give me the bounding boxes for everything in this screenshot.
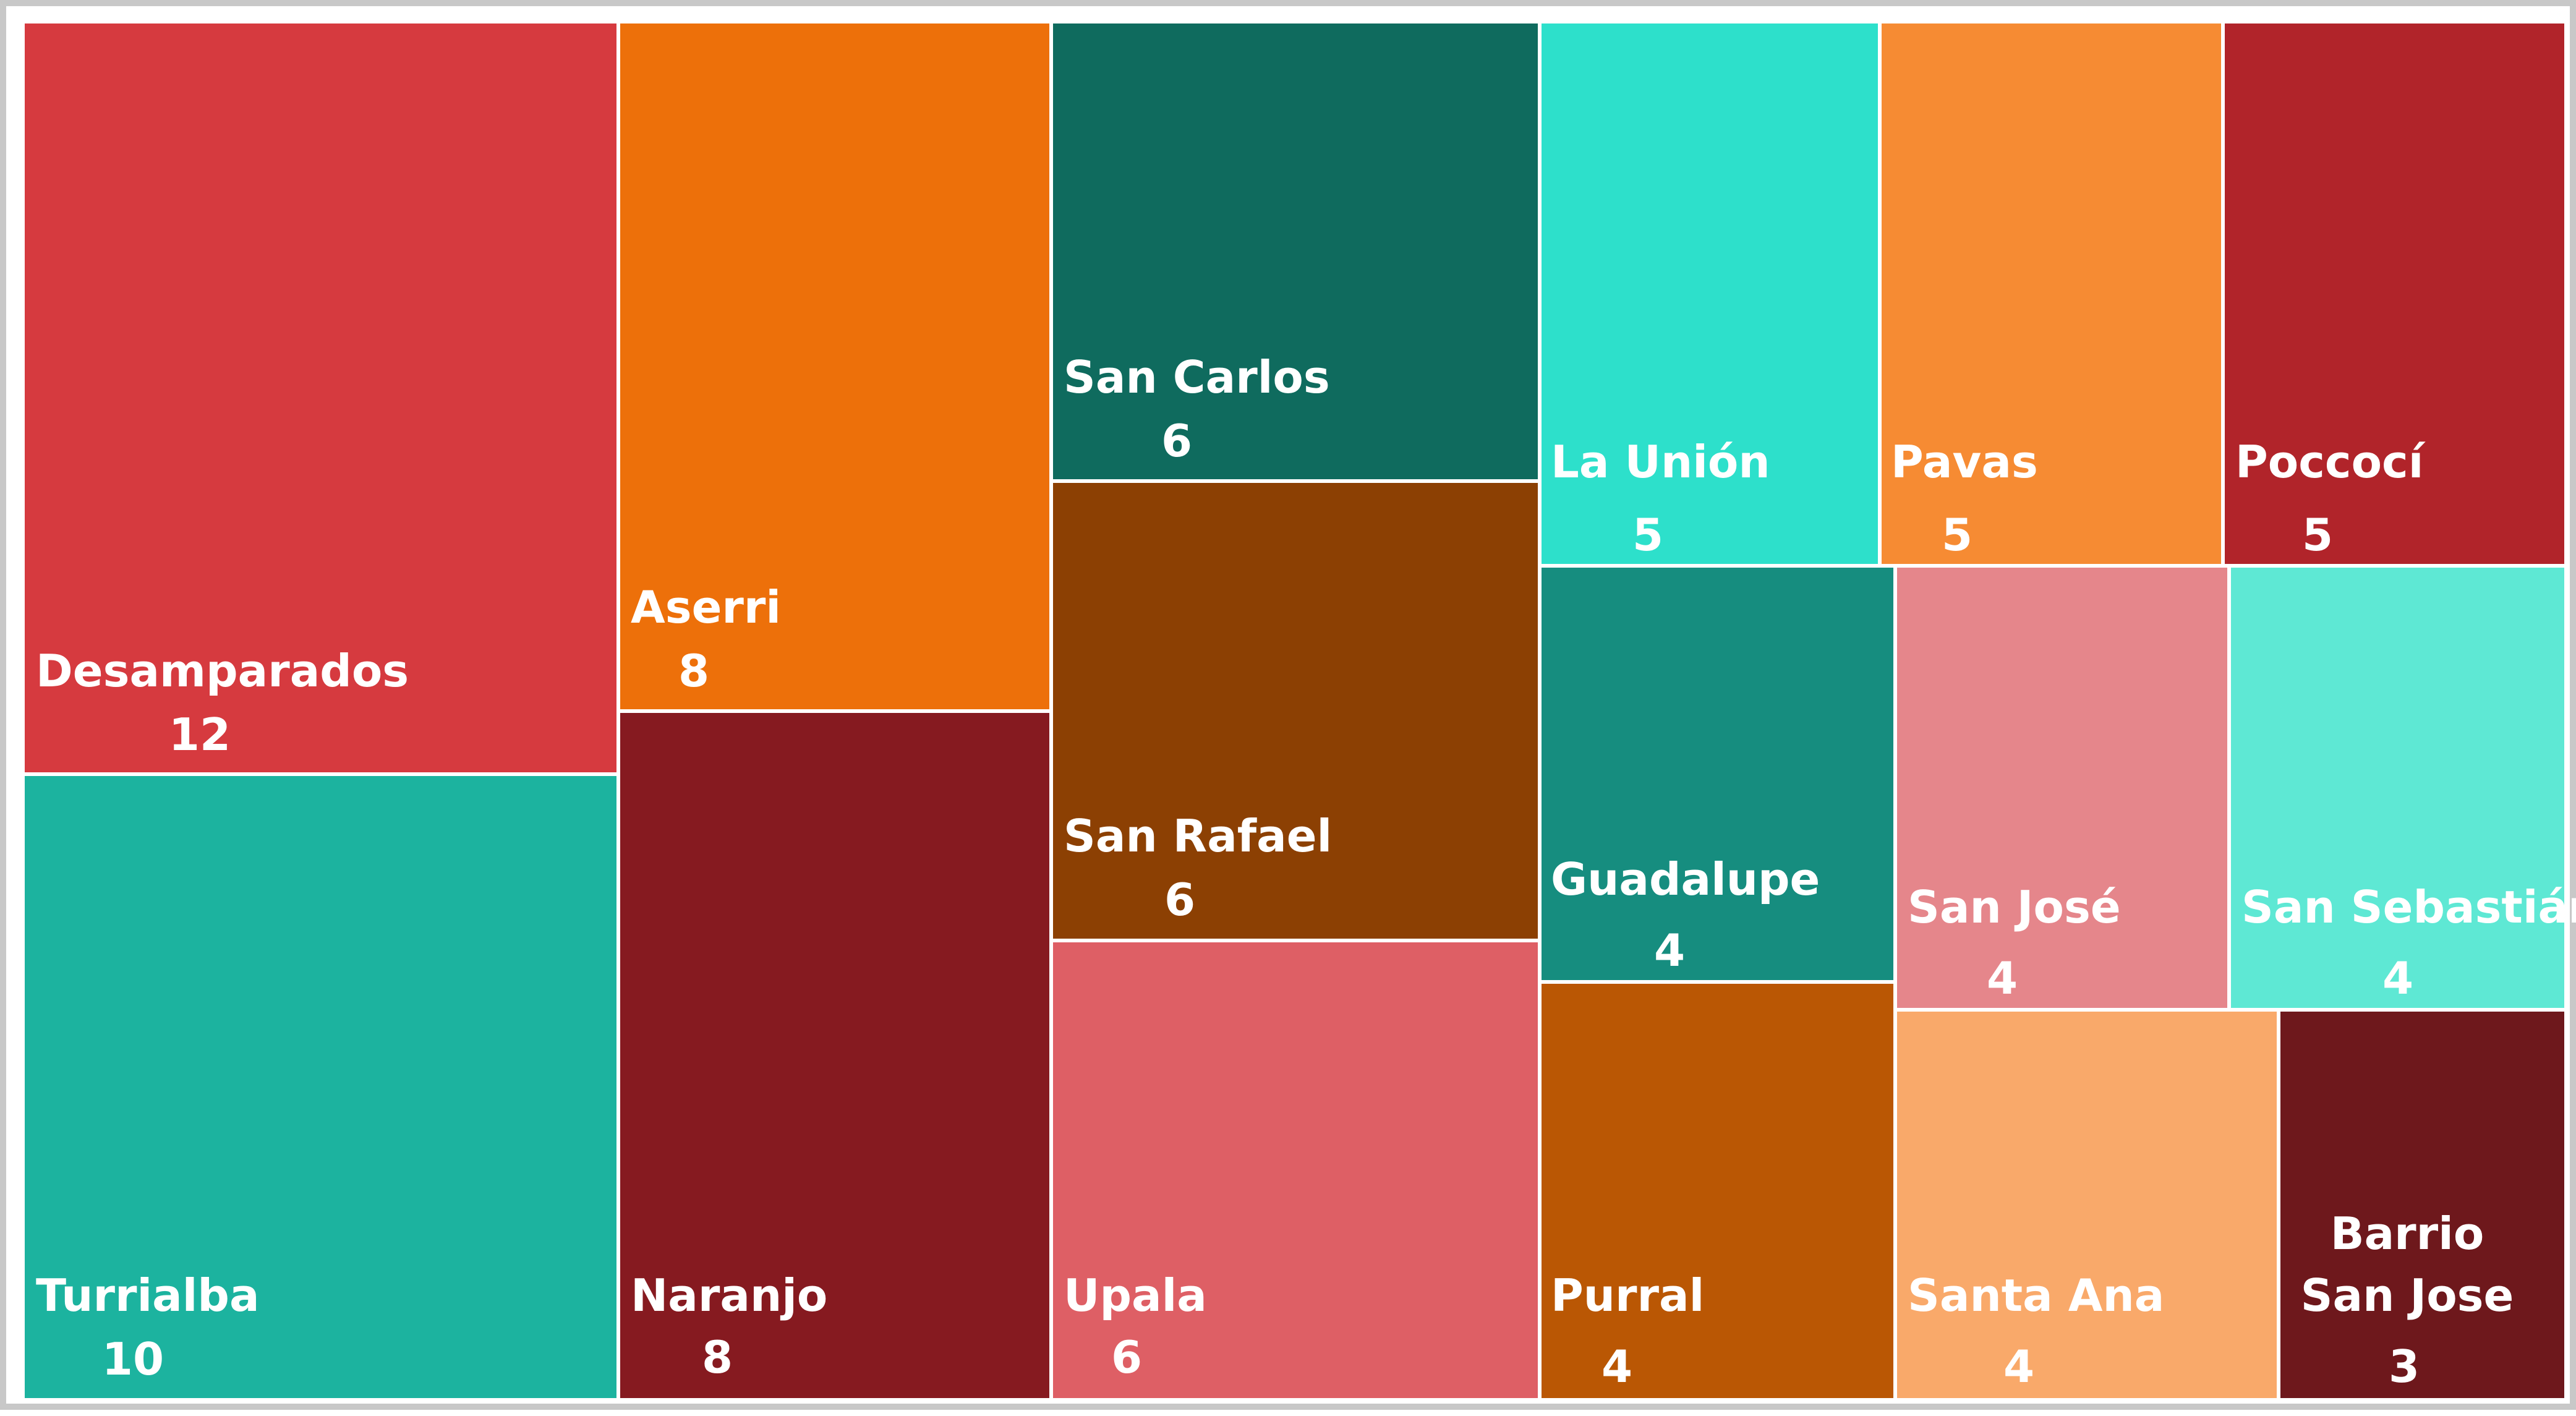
treemap-value: 4	[1653, 924, 1686, 976]
treemap-tile-san-jose	[1895, 566, 2229, 1010]
treemap-value: 4	[1986, 952, 2018, 1004]
treemap-label: Aserri	[631, 581, 782, 633]
treemap-label: Pavas	[1891, 436, 2038, 488]
treemap-tile-pavas	[1880, 22, 2223, 566]
treemap-value: 4	[2382, 952, 2414, 1004]
treemap-plot: Desamparados 12 Turrialba 10 Aserri 8 Naranjo 8…	[6, 6, 2576, 1416]
treemap-tile-upala	[1051, 940, 1540, 1400]
treemap-label: San Carlos	[1064, 351, 1330, 403]
treemap-label: Poccocí	[2235, 436, 2424, 488]
treemap-tile-aserri	[618, 22, 1051, 711]
treemap-tile-purral	[1540, 982, 1895, 1400]
treemap-value: 4	[2003, 1341, 2035, 1393]
treemap-value: 10	[101, 1333, 164, 1385]
treemap-value: 5	[1632, 509, 1664, 561]
treemap-value: 12	[168, 709, 231, 761]
treemap-label: Santa Ana	[1908, 1269, 2165, 1321]
treemap-label: La Unión	[1551, 436, 1770, 488]
treemap-tile-naranjo	[618, 711, 1051, 1400]
treemap-value: 6	[1161, 415, 1193, 467]
treemap-value: 6	[1111, 1331, 1143, 1383]
treemap-tile-san-rafael	[1051, 481, 1540, 940]
treemap-label: San José	[1908, 881, 2121, 933]
treemap-label: Purral	[1551, 1269, 1705, 1321]
treemap-label: Desamparados	[36, 645, 409, 697]
treemap-tile-poccoci	[2223, 22, 2566, 566]
treemap-tile-san-carlos	[1051, 22, 1540, 481]
treemap-tile-guadalupe	[1540, 566, 1895, 982]
treemap-value: 5	[1941, 509, 1973, 561]
treemap-value: 4	[1601, 1341, 1633, 1393]
treemap-tile-san-sebastian	[2229, 566, 2566, 1010]
treemap-value: 3	[2388, 1341, 2420, 1393]
treemap-label: Naranjo	[631, 1269, 828, 1321]
treemap-label: Upala	[1064, 1269, 1207, 1321]
treemap-label: Barrio San Jose	[2300, 1208, 2514, 1321]
treemap-tile-la-union	[1540, 22, 1880, 566]
treemap-label: San Sebastián	[2241, 881, 2576, 933]
treemap-tile-santa-ana	[1895, 1010, 2279, 1400]
treemap-value: 8	[678, 645, 710, 697]
treemap-value: 8	[701, 1331, 733, 1383]
treemap-label: Turrialba	[36, 1269, 260, 1321]
treemap-label: Guadalupe	[1551, 853, 1820, 905]
treemap-tile-turrialba	[23, 774, 618, 1400]
treemap-tile-desamparados	[23, 22, 618, 774]
treemap-tile-barrio-san-jose	[2279, 1010, 2566, 1400]
treemap-value: 5	[2301, 509, 2334, 561]
treemap-label: San Rafael	[1064, 810, 1333, 862]
treemap-value: 6	[1164, 874, 1196, 926]
